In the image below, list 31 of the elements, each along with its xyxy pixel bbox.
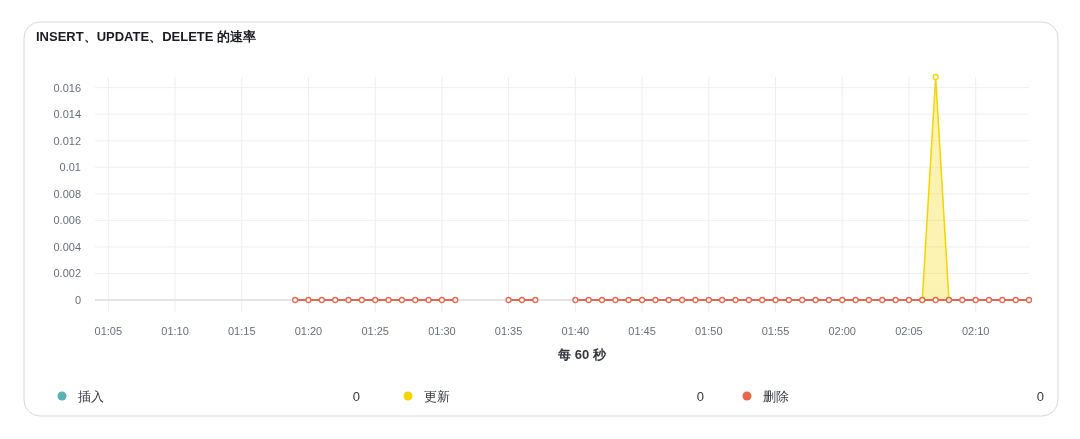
x-tick-label: 01:45: [628, 325, 656, 337]
y-tick-label: 0: [74, 294, 81, 306]
y-tick-label: 0.012: [53, 134, 81, 147]
x-tick-label: 02:00: [828, 325, 856, 337]
y-tick-label: 0.006: [53, 214, 81, 227]
chart-title: INSERT、UPDATE、DELETE 的速率: [36, 29, 257, 44]
x-tick-label: 02:10: [961, 325, 990, 337]
x-tick-label: 01:05: [94, 325, 123, 337]
text: 0: [1036, 389, 1044, 404]
y-tick-label: 0.01: [59, 161, 81, 174]
x-tick-label: 01:30: [428, 325, 456, 337]
y-tick-label: 0.014: [53, 108, 81, 121]
x-axis-title: 每 60 秒: [557, 347, 607, 362]
x-tick-label: 01:35: [494, 325, 523, 337]
x-tick-label: 01:10: [161, 325, 189, 337]
legend-label: 删除: [763, 389, 789, 404]
y-tick-label: 0.004: [53, 240, 81, 253]
text: 0: [352, 389, 360, 404]
x-tick-label: 01:55: [761, 325, 790, 337]
x-tick-label: 01:25: [361, 325, 389, 337]
y-tick-label: 0.002: [53, 267, 81, 280]
x-tick-label: 01:40: [561, 325, 590, 337]
y-tick-label: 0.008: [53, 187, 81, 200]
x-tick-label: 01:50: [694, 325, 723, 337]
legend-label: 插入: [78, 389, 104, 404]
y-tick-label: 0.016: [53, 81, 81, 94]
legend-label: 更新: [424, 389, 450, 404]
x-tick-label: 02:05: [895, 325, 923, 337]
text: 0: [696, 389, 704, 404]
x-tick-label: 01:15: [227, 325, 256, 337]
x-tick-label: 01:20: [294, 325, 323, 337]
